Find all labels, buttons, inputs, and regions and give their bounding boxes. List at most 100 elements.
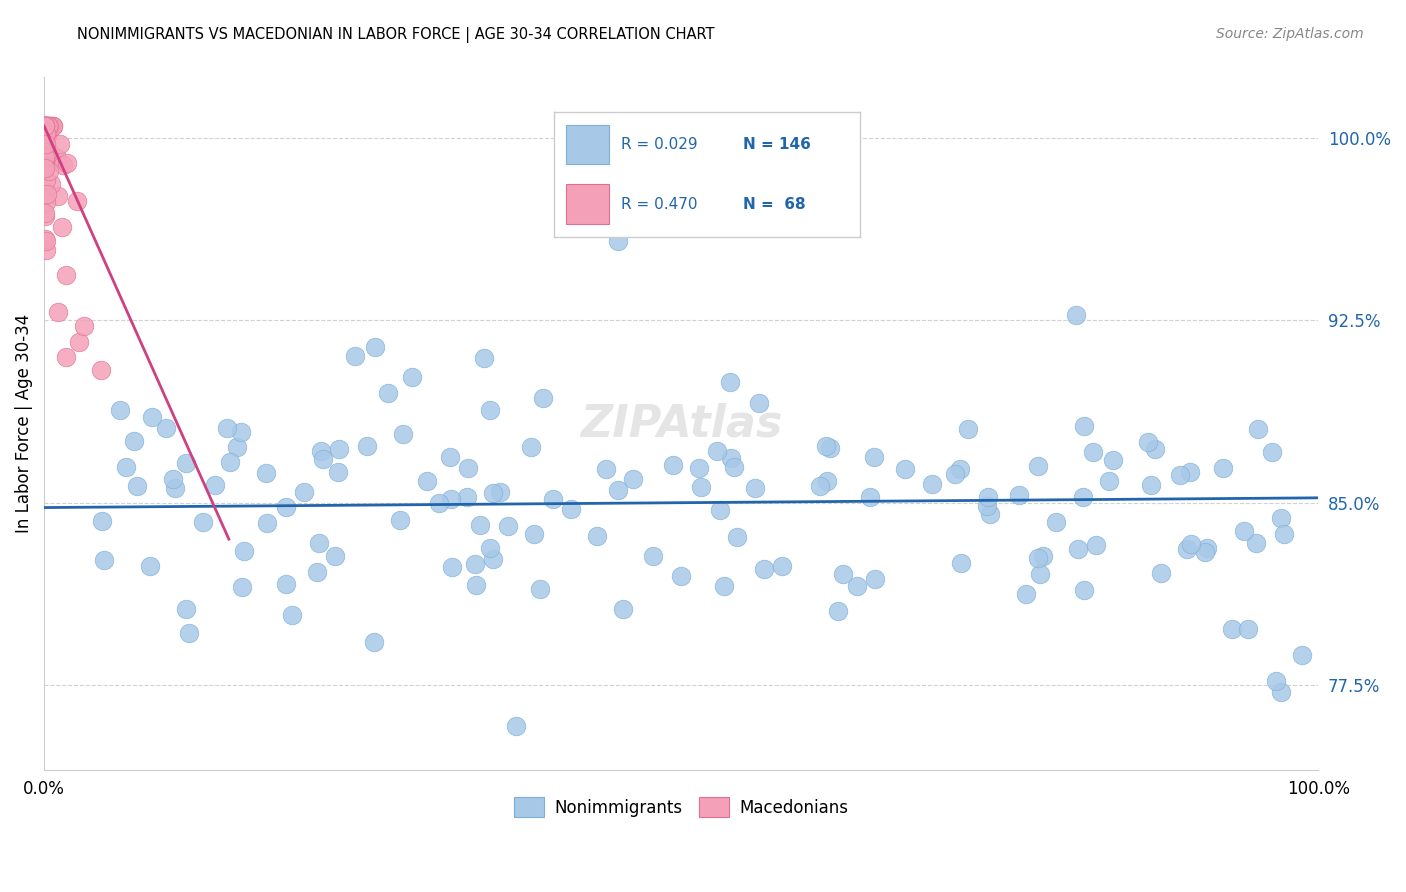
Point: [479, 403, 502, 417]
Point: [377, 386, 399, 401]
Point: [468, 518, 491, 533]
Point: [155, 421, 177, 435]
Point: [66, 194, 89, 208]
Point: [37, 119, 59, 133]
Point: [35, 119, 58, 133]
Point: [770, 558, 793, 573]
Point: [748, 396, 770, 410]
Point: [174, 601, 197, 615]
Point: [122, 434, 145, 448]
Point: [815, 475, 838, 489]
Point: [35, 137, 58, 152]
Point: [38, 123, 60, 137]
Point: [1247, 422, 1270, 436]
Point: [520, 440, 543, 454]
Point: [127, 479, 149, 493]
Point: [34, 119, 56, 133]
Point: [35, 119, 58, 133]
Point: [1237, 622, 1260, 636]
Point: [34, 119, 56, 133]
Point: [1150, 566, 1173, 581]
Point: [1028, 566, 1050, 581]
Point: [56, 156, 79, 170]
Point: [522, 527, 544, 541]
Point: [744, 481, 766, 495]
Point: [48, 137, 70, 152]
Point: [713, 579, 735, 593]
Point: [1073, 583, 1095, 598]
Point: [921, 477, 943, 491]
Point: [179, 625, 201, 640]
Point: [427, 496, 450, 510]
Point: [531, 391, 554, 405]
Point: [328, 442, 350, 457]
Point: [863, 573, 886, 587]
Point: [254, 466, 277, 480]
Point: [34, 150, 56, 164]
Point: [110, 403, 132, 417]
Point: [641, 549, 664, 563]
Point: [416, 474, 439, 488]
Point: [34, 231, 56, 245]
Point: [38, 164, 60, 178]
Point: [281, 607, 304, 622]
Point: [204, 478, 226, 492]
Point: [93, 553, 115, 567]
Point: [37, 119, 59, 133]
Point: [439, 450, 461, 465]
Point: [34, 119, 56, 133]
Point: [1220, 622, 1243, 636]
Point: [1140, 478, 1163, 492]
Point: [456, 490, 478, 504]
Point: [496, 519, 519, 533]
Point: [35, 234, 58, 248]
Point: [38, 119, 60, 133]
Point: [55, 268, 77, 282]
Point: [308, 536, 330, 550]
Point: [37, 128, 59, 143]
Point: [323, 549, 346, 563]
Point: [723, 460, 745, 475]
Point: [1014, 587, 1036, 601]
Point: [34, 155, 56, 169]
Point: [34, 119, 56, 133]
Point: [35, 119, 58, 133]
Point: [37, 146, 59, 161]
Point: [669, 568, 692, 582]
Point: [90, 514, 112, 528]
Point: [1194, 545, 1216, 559]
Point: [41, 119, 63, 133]
Point: [39, 119, 62, 133]
Point: [956, 422, 979, 436]
Point: [34, 206, 56, 220]
Point: [51, 220, 73, 235]
Point: [307, 565, 329, 579]
Point: [586, 529, 609, 543]
Point: [356, 439, 378, 453]
Point: [607, 234, 630, 248]
Point: [943, 467, 966, 481]
Point: [465, 578, 488, 592]
Point: [720, 450, 742, 465]
Point: [808, 479, 831, 493]
Point: [1081, 444, 1104, 458]
Point: [1233, 524, 1256, 538]
Point: [38, 150, 60, 164]
Point: [34, 160, 56, 174]
Point: [1178, 465, 1201, 479]
Text: Source: ZipAtlas.com: Source: ZipAtlas.com: [1216, 27, 1364, 41]
Point: [1175, 542, 1198, 557]
Point: [34, 119, 56, 133]
Point: [606, 483, 628, 498]
Point: [233, 544, 256, 558]
Point: [1270, 510, 1292, 524]
Point: [846, 579, 869, 593]
Point: [41, 119, 63, 133]
Point: [46, 188, 69, 202]
Point: [274, 577, 297, 591]
Point: [46, 151, 69, 165]
Point: [35, 195, 58, 210]
Point: [73, 319, 96, 334]
Point: [1084, 538, 1107, 552]
Point: [34, 119, 56, 133]
